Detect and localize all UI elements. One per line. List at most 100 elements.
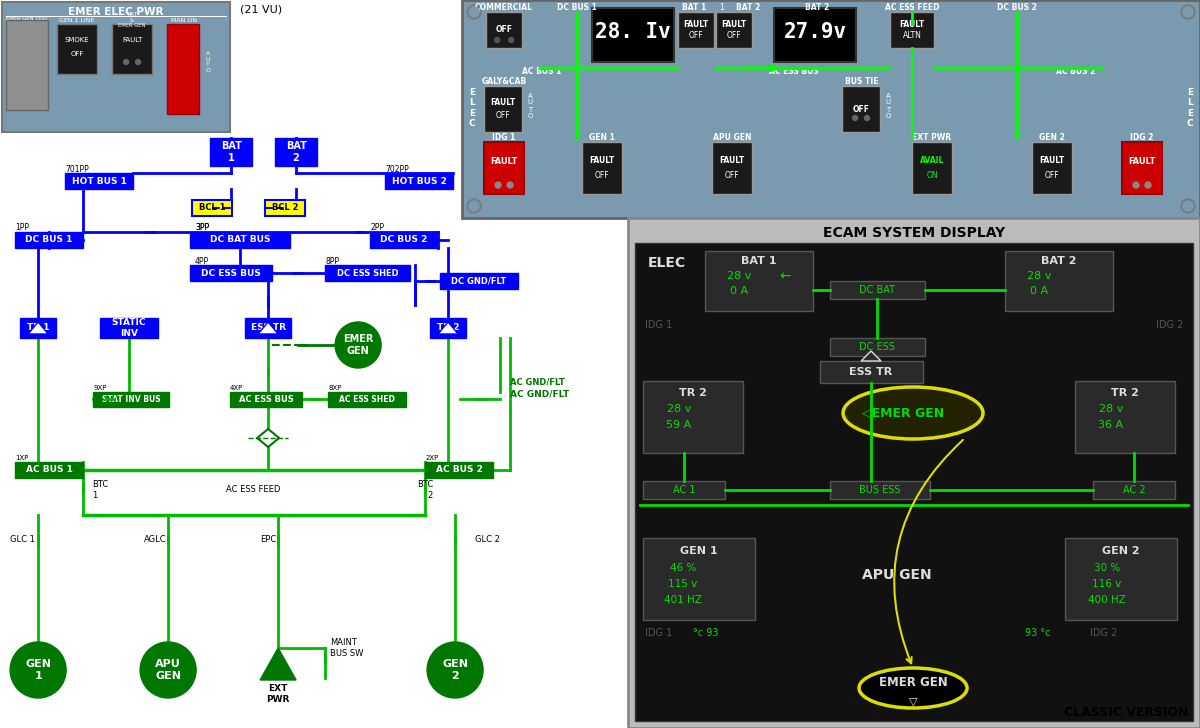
Text: DC BAT BUS: DC BAT BUS	[210, 235, 270, 245]
Text: IDG 1: IDG 1	[646, 628, 672, 638]
FancyBboxPatch shape	[370, 232, 438, 248]
Text: ◁EMER GEN: ◁EMER GEN	[862, 406, 944, 419]
Text: APU GEN: APU GEN	[863, 568, 932, 582]
Text: ELEC: ELEC	[648, 256, 686, 270]
Text: EXT
PWR: EXT PWR	[266, 684, 289, 704]
Text: GEN 2: GEN 2	[1102, 546, 1140, 556]
Text: 27.9v: 27.9v	[784, 22, 847, 42]
Text: DC GND/FLT: DC GND/FLT	[451, 277, 506, 285]
Text: AVAIL: AVAIL	[920, 156, 944, 165]
Text: 28 v: 28 v	[1099, 404, 1123, 414]
Text: OFF: OFF	[689, 31, 703, 40]
Text: 0 A: 0 A	[1030, 286, 1048, 296]
Text: ON: ON	[926, 171, 938, 181]
Text: HOT BUS 1: HOT BUS 1	[72, 176, 126, 186]
Text: AC ESS BUS: AC ESS BUS	[239, 395, 294, 404]
FancyBboxPatch shape	[112, 24, 152, 74]
Polygon shape	[28, 322, 48, 334]
Circle shape	[10, 642, 66, 698]
Circle shape	[467, 5, 481, 19]
Text: IDG 2: IDG 2	[1156, 320, 1183, 330]
Text: E
L
E
C: E L E C	[1187, 88, 1193, 128]
Text: TR 2: TR 2	[679, 388, 707, 398]
Circle shape	[1183, 7, 1193, 17]
FancyBboxPatch shape	[230, 392, 302, 407]
FancyBboxPatch shape	[628, 218, 1200, 728]
FancyBboxPatch shape	[830, 338, 925, 356]
Circle shape	[864, 116, 870, 121]
Circle shape	[508, 182, 514, 188]
Text: EMER ELEC PWR: EMER ELEC PWR	[68, 7, 164, 17]
Text: TR 2: TR 2	[437, 323, 460, 333]
Text: FAULT: FAULT	[491, 157, 517, 167]
Text: 701PP: 701PP	[65, 165, 89, 173]
Text: 116 v: 116 v	[1092, 579, 1122, 589]
Text: BAT 1: BAT 1	[742, 256, 776, 266]
Text: DC ESS: DC ESS	[859, 342, 895, 352]
Circle shape	[496, 182, 502, 188]
Text: GLC 2: GLC 2	[475, 536, 500, 545]
Text: FAULT: FAULT	[122, 37, 143, 43]
Text: DC BUS 1: DC BUS 1	[25, 235, 73, 245]
Text: BAT 2: BAT 2	[805, 4, 829, 12]
Text: BUS TIE: BUS TIE	[845, 77, 878, 87]
Text: 8XP: 8XP	[328, 385, 342, 391]
Text: COMMERCIAL: COMMERCIAL	[475, 4, 533, 12]
Circle shape	[469, 201, 479, 211]
Text: BAT 2: BAT 2	[1042, 256, 1076, 266]
Text: FAULT: FAULT	[684, 20, 709, 29]
Text: (21 VU): (21 VU)	[240, 5, 282, 15]
Circle shape	[467, 199, 481, 213]
FancyBboxPatch shape	[167, 24, 199, 114]
Text: FAULT: FAULT	[589, 156, 614, 165]
Text: A
U
T
O: A U T O	[205, 51, 211, 74]
FancyBboxPatch shape	[100, 318, 158, 338]
Text: 3PP: 3PP	[196, 223, 209, 232]
FancyBboxPatch shape	[582, 142, 622, 194]
Text: AC GND/FLT: AC GND/FLT	[510, 378, 565, 387]
FancyBboxPatch shape	[440, 273, 518, 289]
FancyBboxPatch shape	[58, 24, 97, 74]
Circle shape	[494, 38, 499, 42]
Text: GLC 1: GLC 1	[10, 536, 35, 545]
FancyBboxPatch shape	[430, 318, 466, 338]
Text: AC ESS FEED: AC ESS FEED	[884, 4, 940, 12]
Text: AC ESS SHED: AC ESS SHED	[340, 395, 395, 404]
FancyBboxPatch shape	[678, 12, 714, 48]
Text: A
U
T
O: A U T O	[527, 92, 533, 119]
Text: IDG 2: IDG 2	[1130, 133, 1153, 143]
FancyBboxPatch shape	[635, 243, 1193, 721]
Polygon shape	[258, 322, 278, 334]
Text: ECAM SYSTEM DISPLAY: ECAM SYSTEM DISPLAY	[823, 226, 1006, 240]
Text: IDG 2: IDG 2	[1090, 628, 1117, 638]
FancyBboxPatch shape	[6, 20, 48, 110]
Text: IDG 1: IDG 1	[646, 320, 672, 330]
Text: 8PP: 8PP	[325, 256, 340, 266]
FancyBboxPatch shape	[890, 12, 934, 48]
Text: AC 1: AC 1	[673, 485, 695, 495]
Text: OFF: OFF	[71, 51, 84, 57]
FancyBboxPatch shape	[210, 138, 252, 166]
Polygon shape	[438, 322, 458, 334]
Text: 401 HZ: 401 HZ	[664, 595, 702, 605]
Text: °c 93: °c 93	[694, 628, 719, 638]
Text: BTC
1: BTC 1	[92, 480, 108, 499]
Text: GEN
2: GEN 2	[442, 659, 468, 681]
FancyBboxPatch shape	[20, 318, 56, 338]
FancyBboxPatch shape	[643, 381, 743, 453]
Text: GEN 2: GEN 2	[1039, 133, 1064, 143]
Text: OFF: OFF	[725, 171, 739, 181]
Text: EPC: EPC	[260, 536, 276, 545]
Text: AC ESS FEED: AC ESS FEED	[226, 486, 281, 494]
FancyBboxPatch shape	[190, 265, 272, 281]
Circle shape	[1183, 201, 1193, 211]
Text: FAULT: FAULT	[720, 156, 745, 165]
Text: AC BUS 2: AC BUS 2	[436, 465, 482, 475]
FancyBboxPatch shape	[425, 462, 493, 478]
Text: A
U
T
O: A U T O	[886, 92, 890, 119]
Text: FAULT: FAULT	[900, 20, 925, 29]
FancyBboxPatch shape	[328, 392, 406, 407]
Text: BCL 1: BCL 1	[199, 204, 226, 213]
Ellipse shape	[844, 387, 983, 439]
Circle shape	[852, 116, 858, 121]
